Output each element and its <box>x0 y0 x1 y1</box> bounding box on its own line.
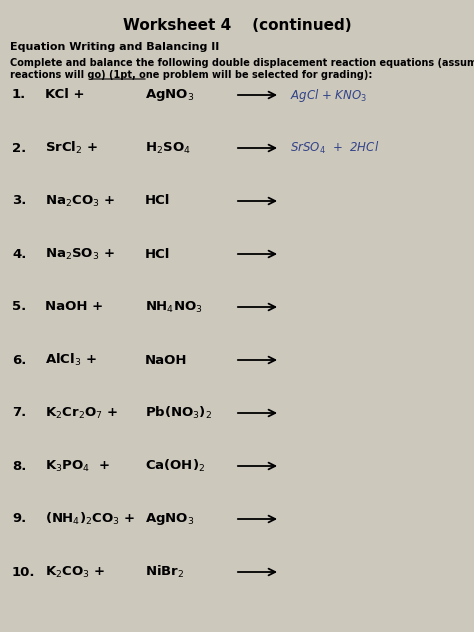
Text: AlCl$_3$ +: AlCl$_3$ + <box>45 352 97 368</box>
Text: K$_2$CO$_3$ +: K$_2$CO$_3$ + <box>45 564 105 580</box>
Text: 2.: 2. <box>12 142 26 154</box>
Text: 6.: 6. <box>12 353 27 367</box>
Text: Na$_2$SO$_3$ +: Na$_2$SO$_3$ + <box>45 246 115 262</box>
Text: SrCl$_2$ +: SrCl$_2$ + <box>45 140 98 156</box>
Text: 3.: 3. <box>12 195 27 207</box>
Text: Pb(NO$_3$)$_2$: Pb(NO$_3$)$_2$ <box>145 405 212 421</box>
Text: Na$_2$CO$_3$ +: Na$_2$CO$_3$ + <box>45 193 115 209</box>
Text: K$_2$Cr$_2$O$_7$ +: K$_2$Cr$_2$O$_7$ + <box>45 406 118 420</box>
Text: 1.: 1. <box>12 88 26 102</box>
Text: NH$_4$NO$_3$: NH$_4$NO$_3$ <box>145 300 203 315</box>
Text: Equation Writing and Balancing II: Equation Writing and Balancing II <box>10 42 219 52</box>
Text: (NH$_4$)$_2$CO$_3$ +: (NH$_4$)$_2$CO$_3$ + <box>45 511 135 527</box>
Text: HCl: HCl <box>145 248 170 260</box>
Text: Complete and balance the following double displacement reaction equations (assum: Complete and balance the following doubl… <box>10 58 474 68</box>
Text: AgCl + KNO$_3$: AgCl + KNO$_3$ <box>290 87 367 104</box>
Text: H$_2$SO$_4$: H$_2$SO$_4$ <box>145 140 191 155</box>
Text: 8.: 8. <box>12 459 27 473</box>
Text: 5.: 5. <box>12 300 26 313</box>
Text: SrSO$_4$  +  2HCl: SrSO$_4$ + 2HCl <box>290 140 379 156</box>
Text: K$_3$PO$_4$  +: K$_3$PO$_4$ + <box>45 458 110 473</box>
Text: NiBr$_2$: NiBr$_2$ <box>145 564 184 580</box>
Text: Worksheet 4    (continued): Worksheet 4 (continued) <box>123 18 351 33</box>
Text: HCl: HCl <box>145 195 170 207</box>
Text: Ca(OH)$_2$: Ca(OH)$_2$ <box>145 458 205 474</box>
Text: KCl +: KCl + <box>45 88 84 102</box>
Text: NaOH +: NaOH + <box>45 300 103 313</box>
Text: 4.: 4. <box>12 248 27 260</box>
Text: AgNO$_3$: AgNO$_3$ <box>145 511 194 527</box>
Text: 9.: 9. <box>12 513 26 525</box>
Text: 10.: 10. <box>12 566 36 578</box>
Text: AgNO$_3$: AgNO$_3$ <box>145 87 194 103</box>
Text: NaOH: NaOH <box>145 353 188 367</box>
Text: 7.: 7. <box>12 406 26 420</box>
Text: reactions will go) (1pt, one problem will be selected for grading):: reactions will go) (1pt, one problem wil… <box>10 70 373 80</box>
